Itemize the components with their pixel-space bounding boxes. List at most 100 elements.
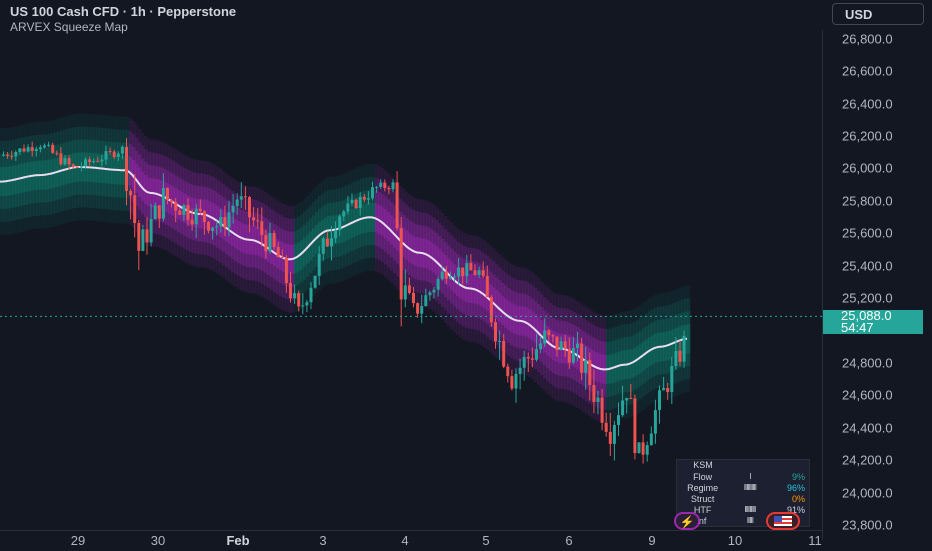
candle-body [399,228,403,300]
candle-body [641,442,645,455]
squeeze-band [393,205,397,261]
squeeze-band [390,189,394,271]
squeeze-band [384,170,388,278]
squeeze-band [444,229,448,311]
squeeze-band [402,227,406,257]
squeeze-band [144,175,148,205]
candle-body [272,232,276,248]
squeeze-band [540,307,544,363]
candle-body [604,422,608,432]
squeeze-band [687,324,691,354]
candle-body [649,433,653,446]
squeeze-band [450,248,454,304]
squeeze-band [534,314,538,344]
candle-body [477,270,481,275]
price-tick: 23,800.0 [842,517,893,533]
candle-body [248,197,251,218]
squeeze-band [498,280,502,336]
squeeze-band [534,301,538,357]
squeeze-band [501,282,505,338]
candle-body [522,356,526,368]
squeeze-band [498,254,502,362]
time-axis[interactable] [0,530,822,551]
candle-body [161,188,165,219]
squeeze-band [318,221,322,252]
squeeze-band [132,159,136,190]
price-tick: 24,200.0 [842,452,893,468]
squeeze-band [138,141,142,223]
candle-body [625,397,629,401]
candle-body [96,160,100,162]
candle-body [260,221,264,236]
squeeze-band [438,248,442,278]
squeeze-band [141,145,145,227]
squeeze-band [504,285,508,341]
candle-body [682,335,686,362]
time-tick: 5 [482,533,490,548]
squeeze-band [537,291,541,373]
squeeze-band [495,264,499,346]
squeeze-band [312,215,316,271]
squeeze-band [534,275,538,383]
squeeze-band [435,232,439,289]
candle-body [395,182,399,229]
candle-body [633,398,637,454]
indicator-name[interactable]: ARVEX Squeeze Map [10,20,128,34]
candle-body [297,293,301,307]
price-tick: 25,400.0 [842,258,893,274]
candle-body [256,220,260,222]
us-flag-icon[interactable] [766,512,800,530]
squeeze-band [546,287,550,395]
candle-body [137,223,141,251]
candle-body [612,425,616,444]
candle-body [514,373,518,389]
ksm-label: Flow [693,471,713,482]
squeeze-band [537,304,541,360]
candle-body [432,289,436,293]
squeeze-band [306,208,310,290]
candle-body [104,151,108,160]
squeeze-band [309,192,313,300]
squeeze-band [438,222,442,304]
squeeze-band [546,326,550,356]
candle-body [391,182,395,190]
candle-body [543,330,547,344]
squeeze-band [687,311,691,367]
candle-body [186,205,190,220]
squeeze-band [639,317,643,399]
chart-canvas[interactable] [0,0,822,530]
squeeze-band [393,218,397,248]
squeeze-band [132,147,136,203]
candle-body [379,182,383,187]
squeeze-band [504,298,508,328]
lightning-icon[interactable]: ⚡ [674,512,700,530]
candle-body [588,359,592,386]
price-axis[interactable] [822,30,932,540]
candle-body [334,230,338,239]
candle-body [305,302,309,306]
candle-body [120,146,124,154]
squeeze-band [495,277,499,333]
squeeze-band [315,211,319,267]
squeeze-band [318,182,322,290]
squeeze-band [387,186,391,268]
squeeze-band [306,221,310,277]
symbol-title[interactable]: US 100 Cash CFD · 1h · Pepperstone [10,4,237,19]
currency-button[interactable]: USD [832,3,924,25]
squeeze-band [405,191,409,299]
ksm-row: nf IIIII [677,515,809,526]
squeeze-band [504,259,508,367]
squeeze-band [402,188,406,296]
squeeze-band [138,167,142,197]
squeeze-band [501,269,505,351]
candle-body [22,148,26,152]
candle-body [510,376,514,389]
squeeze-band [138,154,142,210]
squeeze-band [531,272,535,380]
candle-body [461,267,465,277]
candle-body [338,216,342,231]
price-tick: 25,200.0 [842,290,893,306]
candle-body [653,410,657,434]
squeeze-band [504,272,508,354]
candle-body [407,285,411,293]
